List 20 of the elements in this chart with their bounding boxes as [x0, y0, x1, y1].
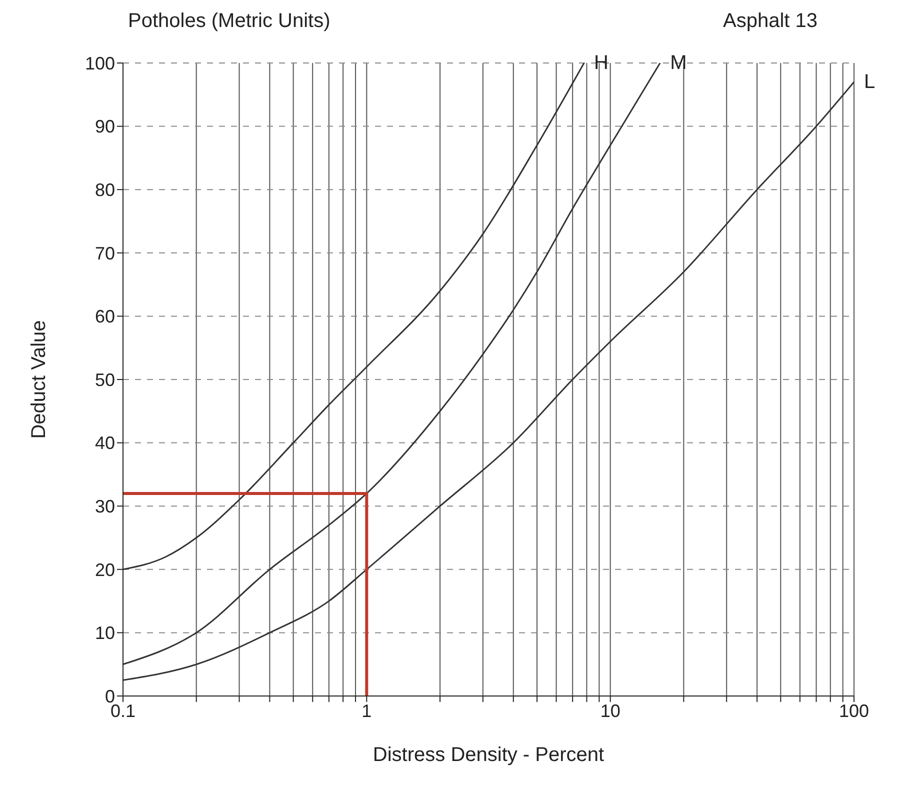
y-tick-label: 90 — [94, 116, 115, 137]
y-tick-label: 30 — [94, 496, 115, 516]
series-label: M — [670, 52, 687, 74]
x-tick-label: 100 — [838, 700, 870, 721]
y-tick-label: 60 — [94, 306, 115, 327]
text: Asphalt 13 — [723, 10, 818, 33]
x-tick-label: 10 — [600, 700, 620, 721]
x-tick-label: 1 — [362, 700, 372, 721]
y-tick-label: 100 — [84, 53, 115, 74]
y-tick-label: 70 — [94, 243, 115, 264]
y-tick-label: 10 — [94, 623, 115, 644]
y-tick-label: 20 — [94, 560, 115, 580]
x-axis-title: Distress Density - Percent — [372, 744, 605, 766]
y-tick-label: 40 — [94, 433, 115, 454]
y-axis-title: Deduct Value — [28, 320, 50, 439]
series-label: H — [594, 52, 608, 74]
y-tick-label: 80 — [94, 180, 115, 200]
chart-title: Potholes (Metric Units) — [128, 10, 330, 33]
series-label: L — [864, 70, 876, 93]
y-tick-label: 50 — [94, 370, 115, 390]
